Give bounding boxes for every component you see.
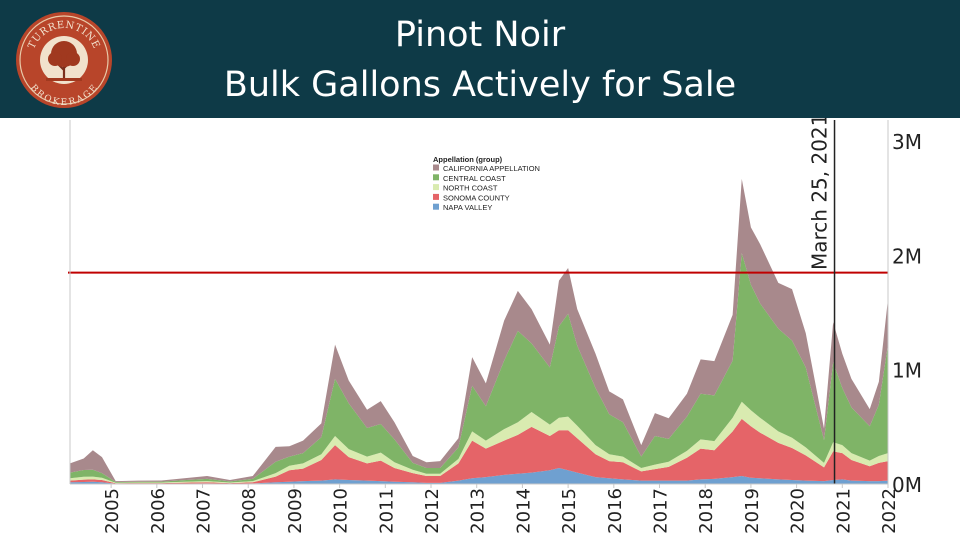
x-tick-label: 2008 — [239, 488, 260, 534]
turrentine-brokerage-logo: TURRENTINE BROKERAGE — [16, 12, 112, 108]
legend-entry-label: NAPA VALLEY — [443, 203, 492, 212]
x-tick-label: 2011 — [376, 488, 397, 534]
legend-swatch — [433, 164, 439, 171]
x-tick-label: 2014 — [513, 488, 534, 534]
y-tick-label: 2M — [892, 244, 922, 268]
legend: Appellation (group)CALIFORNIA APPELLATIO… — [433, 155, 540, 212]
x-tick-label: 2019 — [742, 488, 763, 534]
legend-swatch — [433, 193, 439, 200]
area-sonoma-county — [70, 418, 888, 484]
x-tick-label: 2015 — [559, 488, 580, 534]
x-tick-label: 2009 — [285, 488, 306, 534]
legend-swatch — [433, 203, 439, 210]
page-title-line-1: Pinot Noir — [394, 15, 566, 55]
y-tick-label: 0M — [892, 473, 922, 497]
x-tick-label: 2022 — [879, 488, 900, 534]
area-california-appellation — [70, 178, 888, 483]
x-tick-label: 2013 — [468, 488, 489, 534]
legend-swatch — [433, 174, 439, 181]
x-tick-label: 2020 — [788, 488, 809, 534]
x-tick-label: 2005 — [102, 488, 123, 534]
page-title-line-2: Bulk Gallons Actively for Sale — [223, 65, 737, 105]
x-tick-label: 2017 — [651, 488, 672, 534]
legend-entry-label: SONOMA COUNTY — [443, 193, 510, 202]
legend-title: Appellation (group) — [433, 155, 503, 164]
x-tick-label: 2018 — [696, 488, 717, 534]
annotation-label: March 25, 2021 — [808, 118, 832, 270]
y-tick-label: 1M — [892, 359, 922, 383]
axes-group: 3M 2M 1M 0M 2005 2006 2007 2008 2009 2010 2011 2012… — [69, 120, 922, 534]
x-tick-label: 2010 — [331, 488, 352, 534]
header-banner: TURRENTINE BROKERAGE Pinot Noir Bulk Gal… — [0, 0, 960, 118]
legend-entry-label: NORTH COAST — [443, 184, 498, 193]
x-tick-label: 2006 — [148, 488, 169, 534]
x-tick-label: 2012 — [422, 488, 443, 534]
stacked-area-chart: March 25, 2021 3M 2M 1M 0M 2005 2006 2007 2008 2… — [68, 118, 922, 534]
area-north-coast — [70, 401, 888, 484]
legend-swatch — [433, 184, 439, 191]
y-tick-label: 3M — [892, 130, 922, 154]
legend-entry-label: CALIFORNIA APPELLATION — [443, 164, 540, 173]
x-tick-label: 2007 — [194, 488, 215, 534]
area-central-coast — [70, 253, 888, 483]
x-tick-label: 2021 — [833, 488, 854, 534]
x-tick-label: 2016 — [605, 488, 626, 534]
area-series-group — [70, 178, 888, 484]
area-napa-valley — [70, 468, 888, 484]
legend-entry-label: CENTRAL COAST — [443, 174, 506, 183]
